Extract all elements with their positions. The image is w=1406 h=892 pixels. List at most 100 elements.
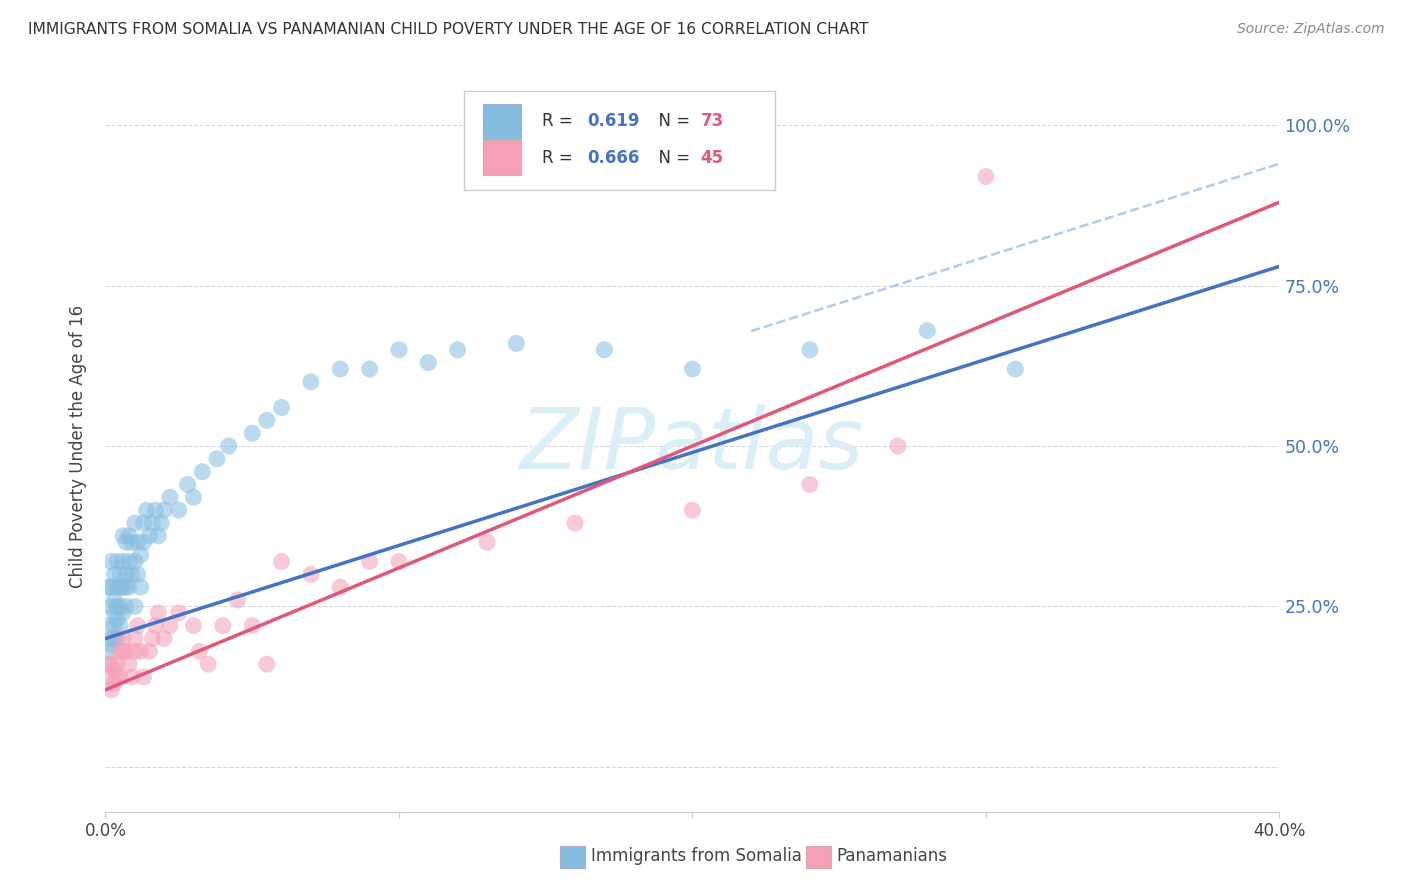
Point	[299, 375, 322, 389]
Point	[138, 644, 160, 658]
Point	[329, 362, 352, 376]
Point	[127, 535, 149, 549]
Point	[188, 644, 211, 658]
Point	[108, 644, 131, 658]
Point	[97, 618, 120, 632]
Text: 0.666: 0.666	[586, 149, 640, 167]
Point	[270, 554, 292, 568]
Point	[103, 567, 125, 582]
Point	[446, 343, 468, 357]
Point	[153, 503, 176, 517]
Point	[135, 503, 157, 517]
Point	[593, 343, 616, 357]
Point	[226, 593, 249, 607]
Point	[115, 535, 138, 549]
Point	[167, 503, 190, 517]
Point	[124, 644, 146, 658]
Point	[143, 618, 166, 632]
Point	[108, 618, 131, 632]
Point	[141, 632, 163, 646]
Point	[159, 491, 181, 505]
Point	[108, 599, 131, 614]
Text: Immigrants from Somalia: Immigrants from Somalia	[591, 847, 801, 865]
Text: N =: N =	[648, 149, 695, 167]
Point	[97, 670, 120, 684]
Point	[153, 632, 176, 646]
Point	[183, 491, 205, 505]
Point	[103, 618, 125, 632]
Point	[388, 343, 411, 357]
Point	[108, 670, 131, 684]
Point	[240, 426, 263, 441]
Point	[105, 632, 128, 646]
Point	[103, 632, 125, 646]
Point	[887, 439, 910, 453]
Point	[103, 664, 125, 678]
Point	[143, 503, 166, 517]
Point	[115, 599, 138, 614]
Point	[256, 657, 278, 672]
Point	[150, 516, 173, 530]
Text: R =: R =	[543, 149, 578, 167]
Point	[1004, 362, 1026, 376]
Point	[97, 657, 120, 672]
Text: N =: N =	[648, 112, 695, 130]
Text: ZIPatlas: ZIPatlas	[520, 404, 865, 488]
Point	[191, 465, 214, 479]
Point	[100, 580, 122, 594]
Point	[129, 580, 152, 594]
Point	[100, 638, 122, 652]
Point	[100, 599, 122, 614]
Point	[564, 516, 586, 530]
Point	[112, 529, 135, 543]
Point	[682, 362, 704, 376]
Point	[799, 477, 821, 491]
Point	[112, 644, 135, 658]
Point	[176, 477, 198, 491]
Point	[105, 554, 128, 568]
Point	[100, 682, 122, 697]
Point	[118, 657, 141, 672]
Point	[103, 606, 125, 620]
Point	[682, 503, 704, 517]
Point	[183, 618, 205, 632]
Point	[127, 567, 149, 582]
Y-axis label: Child Poverty Under the Age of 16: Child Poverty Under the Age of 16	[69, 304, 87, 588]
Point	[418, 355, 440, 369]
Point	[112, 632, 135, 646]
Point	[115, 567, 138, 582]
Point	[124, 599, 146, 614]
Point	[388, 554, 411, 568]
Text: IMMIGRANTS FROM SOMALIA VS PANAMANIAN CHILD POVERTY UNDER THE AGE OF 16 CORRELAT: IMMIGRANTS FROM SOMALIA VS PANAMANIAN CH…	[28, 22, 869, 37]
Text: R =: R =	[543, 112, 578, 130]
Point	[197, 657, 219, 672]
Point	[148, 606, 170, 620]
Text: 0.619: 0.619	[586, 112, 640, 130]
Point	[329, 580, 352, 594]
Point	[121, 670, 143, 684]
Point	[124, 632, 146, 646]
Point	[108, 580, 131, 594]
Point	[105, 580, 128, 594]
Point	[917, 324, 939, 338]
Point	[115, 580, 138, 594]
Point	[505, 336, 527, 351]
Point	[105, 612, 128, 626]
Point	[112, 554, 135, 568]
Point	[100, 554, 122, 568]
FancyBboxPatch shape	[464, 91, 775, 190]
Point	[105, 599, 128, 614]
Point	[112, 606, 135, 620]
Point	[141, 516, 163, 530]
Point	[97, 644, 120, 658]
Point	[299, 567, 322, 582]
Point	[112, 580, 135, 594]
Point	[974, 169, 997, 184]
Text: Source: ZipAtlas.com: Source: ZipAtlas.com	[1237, 22, 1385, 37]
Point	[127, 618, 149, 632]
Point	[124, 516, 146, 530]
Point	[121, 535, 143, 549]
Point	[121, 567, 143, 582]
Point	[475, 535, 498, 549]
Point	[100, 632, 122, 646]
